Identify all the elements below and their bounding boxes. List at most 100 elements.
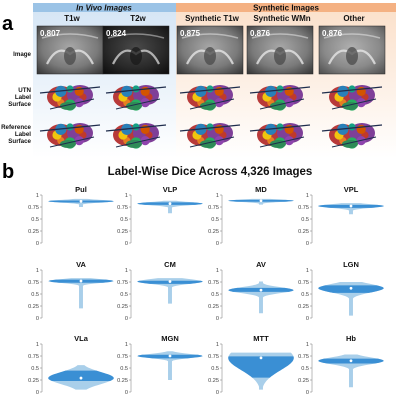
- violin-panel-md: MD 0 0.25 0.5 0.75 1: [208, 185, 294, 247]
- y-tick-label: 0.25: [117, 229, 128, 235]
- y-tick-label: 0.25: [298, 229, 309, 235]
- y-tick-label: 0.25: [298, 304, 309, 310]
- y-tick-label: 0.5: [31, 217, 39, 223]
- y-tick-label: 0.25: [208, 229, 219, 235]
- violin-panel-pul: Pul 0 0.25 0.5 0.75 1: [28, 185, 114, 247]
- y-tick-label: 0.5: [211, 217, 219, 223]
- utn-surface-1: [105, 85, 167, 111]
- column-title-other: Other: [343, 14, 364, 23]
- y-tick-label: 0: [125, 316, 128, 322]
- y-tick-label: 0.25: [208, 378, 219, 384]
- reference-surface-2: [179, 123, 241, 149]
- median-point: [79, 199, 83, 203]
- y-tick-label: 0.25: [28, 229, 39, 235]
- utn-surface-3: [249, 85, 311, 111]
- median-point: [259, 356, 263, 360]
- median-point: [259, 199, 263, 203]
- y-tick-label: 0: [125, 241, 128, 247]
- violin-panel-vpl: VPL 0 0.25 0.5 0.75 1: [298, 185, 384, 247]
- violin-body: [137, 278, 203, 304]
- row-label-reference-line1: Reference: [1, 124, 31, 131]
- column-title-t2w: T2w: [130, 14, 146, 23]
- in-vivo-group-header: [33, 3, 176, 12]
- violin-panel-hb: Hb 0 0.25 0.5 0.75 1: [298, 334, 384, 396]
- y-tick-label: 1: [306, 342, 309, 348]
- median-point: [79, 279, 83, 283]
- dice-score-synthetic-t1w: 0.875: [180, 29, 201, 38]
- utn-surface-4: [321, 85, 383, 111]
- violin-panel-mgn: MGN 0 0.25 0.5 0.75 1: [117, 334, 203, 396]
- y-tick-label: 0.75: [117, 280, 128, 286]
- y-tick-label: 0.5: [31, 292, 39, 298]
- row-label-reference-line2: Label: [15, 131, 31, 138]
- column-titles: T1w T2w Synthetic T1w Synthetic WMn Othe…: [64, 14, 364, 23]
- dice-score-t2w: 0.824: [106, 29, 127, 38]
- utn-surface-2: [179, 85, 241, 111]
- y-tick-label: 0.75: [28, 354, 39, 360]
- row-label-utn-line1: UTN: [18, 87, 31, 94]
- y-tick-label: 0.25: [28, 304, 39, 310]
- y-tick-label: 1: [125, 193, 128, 199]
- dice-score-other: 0.876: [322, 29, 343, 38]
- median-point: [259, 288, 263, 292]
- median-point: [168, 202, 172, 206]
- y-tick-label: 1: [216, 342, 219, 348]
- violin-panel-va: VA 0 0.25 0.5 0.75 1: [28, 260, 114, 322]
- y-tick-label: 0.75: [208, 205, 219, 211]
- violin-body: [228, 281, 294, 314]
- violin-title: VLa: [74, 334, 89, 343]
- y-tick-label: 0.5: [301, 217, 309, 223]
- y-tick-label: 0: [125, 390, 128, 396]
- chart-title: Label-Wise Dice Across 4,326 Images: [108, 166, 313, 178]
- reference-surface-1: [105, 123, 167, 149]
- y-tick-label: 1: [36, 342, 39, 348]
- y-tick-label: 0: [36, 316, 39, 322]
- violin-title: AV: [256, 260, 266, 269]
- violin-panel-vlp: VLP 0 0.25 0.5 0.75 1: [117, 185, 203, 247]
- median-point: [79, 376, 83, 380]
- reference-surface-3: [249, 123, 311, 149]
- y-tick-label: 0.75: [298, 354, 309, 360]
- y-tick-label: 0.5: [301, 292, 309, 298]
- label-surfaces: [39, 85, 383, 149]
- reference-surface-4: [321, 123, 383, 149]
- y-tick-label: 0.75: [117, 354, 128, 360]
- median-point: [349, 286, 353, 290]
- violin-title: LGN: [343, 260, 359, 269]
- violin-title: CM: [164, 260, 176, 269]
- y-tick-label: 1: [36, 193, 39, 199]
- mri-image-0: [36, 25, 104, 75]
- y-tick-label: 0: [216, 390, 219, 396]
- synthetic-group-header: [176, 3, 396, 12]
- violin-title: Hb: [346, 334, 356, 343]
- y-tick-label: 1: [306, 268, 309, 274]
- y-tick-label: 0.5: [31, 366, 39, 372]
- mri-image-3: [246, 25, 314, 75]
- violin-panel-vla: VLa 0 0.25 0.5 0.75 1: [28, 334, 114, 396]
- y-tick-label: 0: [216, 241, 219, 247]
- y-tick-label: 0.5: [120, 292, 128, 298]
- median-point: [349, 359, 353, 363]
- dice-score-t1w: 0.807: [40, 29, 61, 38]
- y-tick-label: 0: [36, 390, 39, 396]
- in-vivo-group-title: In Vivo Images: [76, 4, 132, 13]
- violin-iqr: [48, 370, 114, 382]
- image-thumbnails: [36, 25, 386, 75]
- violin-panel-av: AV 0 0.25 0.5 0.75 1: [208, 260, 294, 322]
- violin-body: [137, 351, 203, 380]
- y-tick-label: 0: [216, 316, 219, 322]
- row-label-reference-line3: Surface: [8, 138, 31, 145]
- y-tick-label: 0.25: [208, 304, 219, 310]
- y-tick-label: 1: [216, 268, 219, 274]
- violin-title: VLP: [163, 185, 178, 194]
- column-title-synthetic-t1w: Synthetic T1w: [185, 14, 240, 23]
- violin-title: VA: [76, 260, 86, 269]
- violin-title: MTT: [253, 334, 269, 343]
- row-label-image: Image: [13, 51, 31, 58]
- y-tick-label: 1: [125, 342, 128, 348]
- y-tick-label: 0.5: [211, 292, 219, 298]
- y-tick-label: 0: [306, 241, 309, 247]
- y-tick-label: 0.5: [120, 217, 128, 223]
- violin-grid: Pul 0 0.25 0.5 0.75 1 VLP 0 0.25 0.5 0.75 1 MD 0 0.25 0…: [28, 185, 384, 396]
- median-point: [349, 204, 353, 208]
